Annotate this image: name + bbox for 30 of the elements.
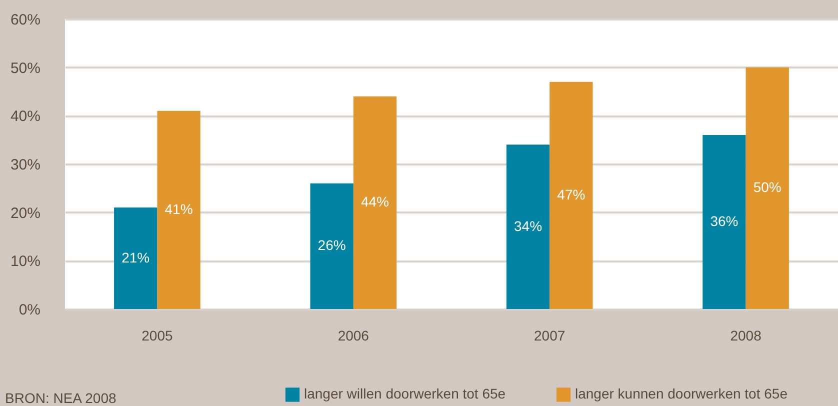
y-tick-label: 10% xyxy=(10,253,40,270)
bar xyxy=(114,208,158,309)
bar xyxy=(746,67,789,309)
bar xyxy=(157,110,200,309)
legend-label: langer kunnen doorwerken tot 65e xyxy=(575,386,788,402)
bar xyxy=(353,96,397,309)
text: BRON: NEA 2008 xyxy=(5,390,116,406)
y-tick-label: 0% xyxy=(18,302,40,318)
bar xyxy=(550,82,593,309)
bar xyxy=(506,144,550,309)
y-tick-label: 60% xyxy=(10,12,40,28)
data-label: 21% xyxy=(122,249,150,266)
y-tick-label: 20% xyxy=(10,204,40,222)
data-label: 44% xyxy=(360,194,389,210)
data-label: 41% xyxy=(164,200,193,217)
x-tick-label: 2006 xyxy=(338,328,370,344)
bar xyxy=(702,135,746,309)
data-label: 50% xyxy=(753,179,782,196)
x-tick-label: 2007 xyxy=(534,328,566,344)
data-label: 36% xyxy=(710,213,738,229)
y-tick-label: 40% xyxy=(10,108,40,126)
x-tick-label: 2008 xyxy=(730,328,762,344)
data-label: 34% xyxy=(514,218,542,234)
data-label: 47% xyxy=(557,186,586,202)
bar xyxy=(310,183,354,309)
data-label: 26% xyxy=(318,237,346,254)
legend-label: langer willen doorwerken tot 65e xyxy=(304,386,506,402)
y-tick-label: 50% xyxy=(10,60,40,77)
y-tick-label: 30% xyxy=(10,156,40,174)
x-tick-label: 2005 xyxy=(142,328,173,344)
